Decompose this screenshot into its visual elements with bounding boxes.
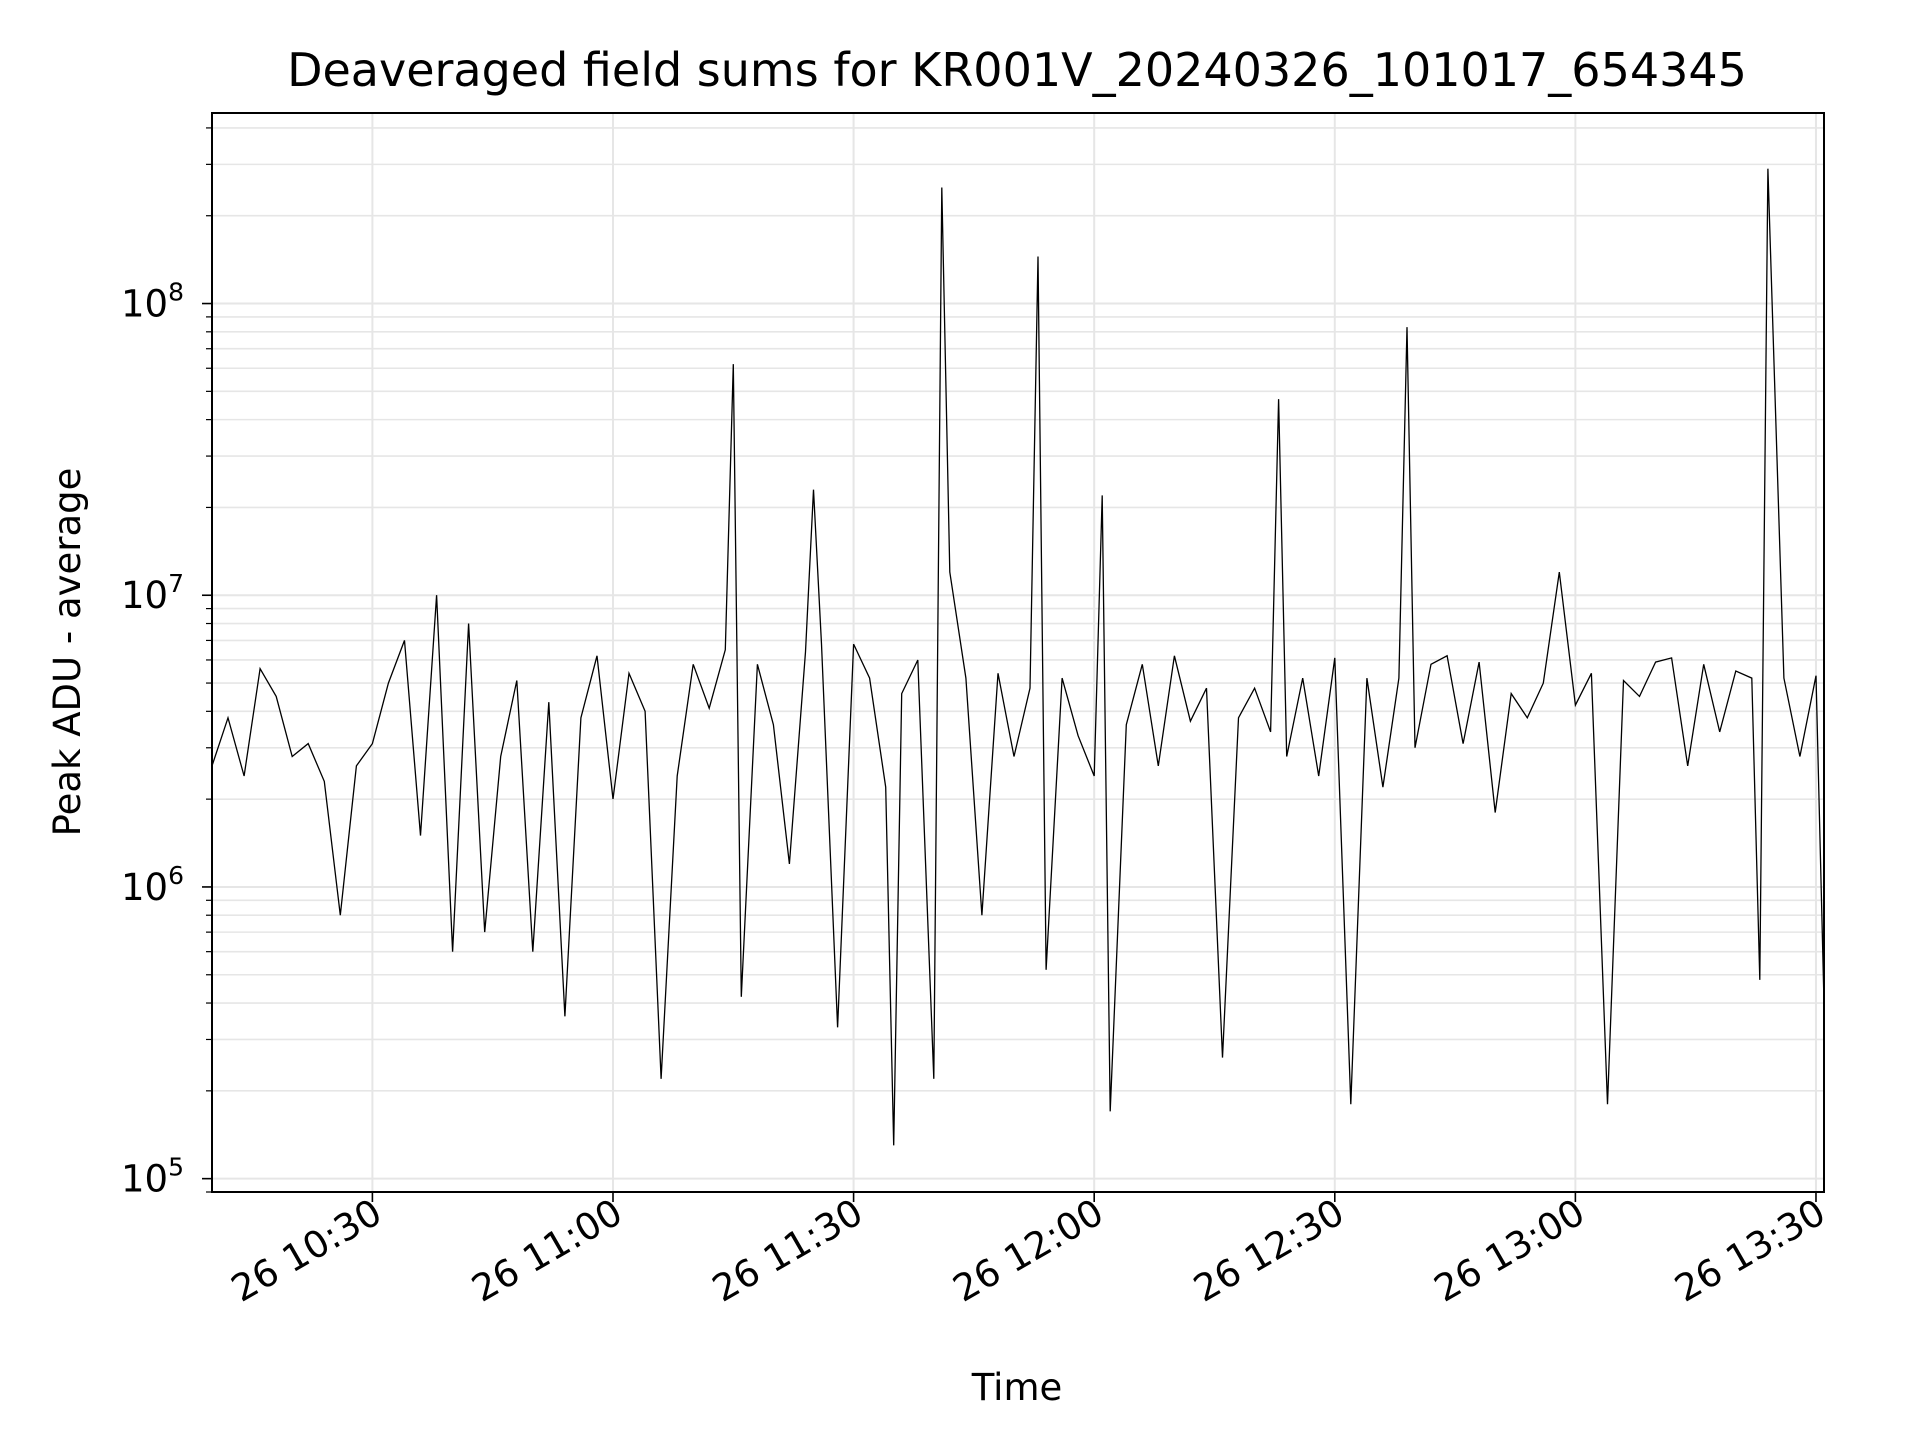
series-line bbox=[211, 168, 1825, 1146]
y-tick-label: 105 bbox=[121, 1153, 184, 1201]
y-axis-ticks: 105 106 107 108 bbox=[121, 127, 212, 1201]
y-tick-label: 106 bbox=[121, 861, 184, 909]
plot-frame bbox=[211, 112, 1825, 1193]
x-axis-label: Time bbox=[971, 1366, 1063, 1409]
grid-major bbox=[212, 113, 1824, 1192]
y-tick-label: 108 bbox=[121, 278, 184, 326]
grid-minor bbox=[212, 127, 1824, 1193]
chart-title: Deaveraged field sums for KR001V_2024032… bbox=[287, 43, 1747, 97]
y-tick-label: 107 bbox=[121, 569, 184, 617]
y-axis-label: Peak ADU - average bbox=[46, 468, 89, 837]
